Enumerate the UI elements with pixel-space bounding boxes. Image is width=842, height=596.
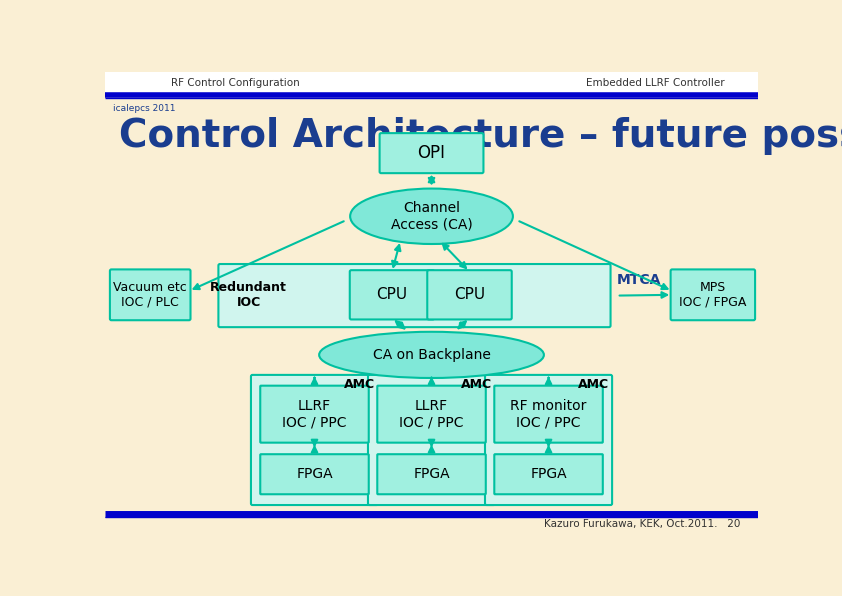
Text: LLRF
IOC / PPC: LLRF IOC / PPC bbox=[282, 399, 347, 429]
FancyBboxPatch shape bbox=[368, 375, 495, 505]
Text: Kazuro Furukawa, KEK, Oct.2011.   20: Kazuro Furukawa, KEK, Oct.2011. 20 bbox=[545, 519, 741, 529]
Text: Vacuum etc
IOC / PLC: Vacuum etc IOC / PLC bbox=[114, 281, 187, 309]
Text: Redundant
IOC: Redundant IOC bbox=[210, 281, 287, 309]
Text: RF monitor
IOC / PPC: RF monitor IOC / PPC bbox=[510, 399, 587, 429]
FancyBboxPatch shape bbox=[380, 133, 483, 173]
FancyBboxPatch shape bbox=[485, 375, 612, 505]
Text: Channel
Access (CA): Channel Access (CA) bbox=[391, 201, 472, 231]
Ellipse shape bbox=[350, 188, 513, 244]
Text: OPI: OPI bbox=[418, 144, 445, 162]
Text: FPGA: FPGA bbox=[530, 467, 567, 481]
Text: MPS
IOC / FPGA: MPS IOC / FPGA bbox=[679, 281, 747, 309]
Text: CPU: CPU bbox=[454, 287, 485, 302]
Text: CA on Backplane: CA on Backplane bbox=[373, 348, 490, 362]
Text: CPU: CPU bbox=[376, 287, 408, 302]
FancyBboxPatch shape bbox=[218, 264, 610, 327]
FancyBboxPatch shape bbox=[110, 269, 190, 320]
FancyBboxPatch shape bbox=[260, 386, 369, 443]
FancyBboxPatch shape bbox=[260, 454, 369, 494]
Text: LLRF
IOC / PPC: LLRF IOC / PPC bbox=[399, 399, 464, 429]
FancyBboxPatch shape bbox=[494, 454, 603, 494]
Text: Embedded LLRF Controller: Embedded LLRF Controller bbox=[586, 78, 724, 88]
Text: FPGA: FPGA bbox=[413, 467, 450, 481]
Text: AMC: AMC bbox=[578, 378, 609, 391]
FancyBboxPatch shape bbox=[251, 375, 378, 505]
Text: AMC: AMC bbox=[344, 378, 375, 391]
FancyBboxPatch shape bbox=[377, 386, 486, 443]
Text: RF Control Configuration: RF Control Configuration bbox=[171, 78, 300, 88]
Text: icalepcs 2011: icalepcs 2011 bbox=[113, 104, 175, 113]
FancyBboxPatch shape bbox=[349, 270, 434, 319]
Ellipse shape bbox=[319, 332, 544, 378]
FancyBboxPatch shape bbox=[377, 454, 486, 494]
FancyBboxPatch shape bbox=[670, 269, 755, 320]
Text: Control Architecture – future possibility: Control Architecture – future possibilit… bbox=[120, 117, 842, 155]
Text: MTCA: MTCA bbox=[616, 273, 661, 287]
Text: FPGA: FPGA bbox=[296, 467, 333, 481]
FancyBboxPatch shape bbox=[427, 270, 512, 319]
FancyBboxPatch shape bbox=[494, 386, 603, 443]
FancyBboxPatch shape bbox=[105, 72, 758, 95]
Text: AMC: AMC bbox=[461, 378, 492, 391]
